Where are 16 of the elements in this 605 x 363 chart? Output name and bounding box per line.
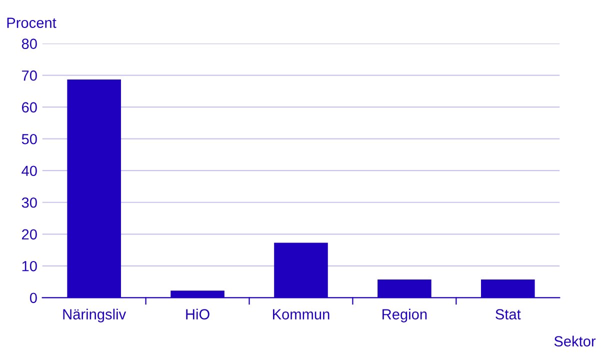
x-tick-label: HiO (186, 308, 210, 320)
x-tick-label: Region (382, 308, 427, 322)
y-tick-label: 20 (22, 229, 37, 240)
y-axis-title: Procent (7, 18, 56, 28)
y-tick-label: 10 (22, 261, 37, 272)
y-tick-label: 70 (22, 70, 37, 81)
y-tick-label: 50 (22, 134, 37, 144)
y-tick-label: 0 (30, 292, 37, 304)
y-tick-label: 80 (22, 38, 37, 49)
y-tick-label: 30 (22, 197, 37, 208)
y-tick-label: 40 (22, 166, 37, 176)
y-tick-label: 60 (22, 102, 37, 113)
x-axis-title: Sektor (554, 336, 596, 346)
x-tick-label: Näringsliv (63, 308, 126, 322)
x-tick-label: Stat (496, 309, 521, 320)
x-tick-label: Kommun (273, 309, 330, 320)
